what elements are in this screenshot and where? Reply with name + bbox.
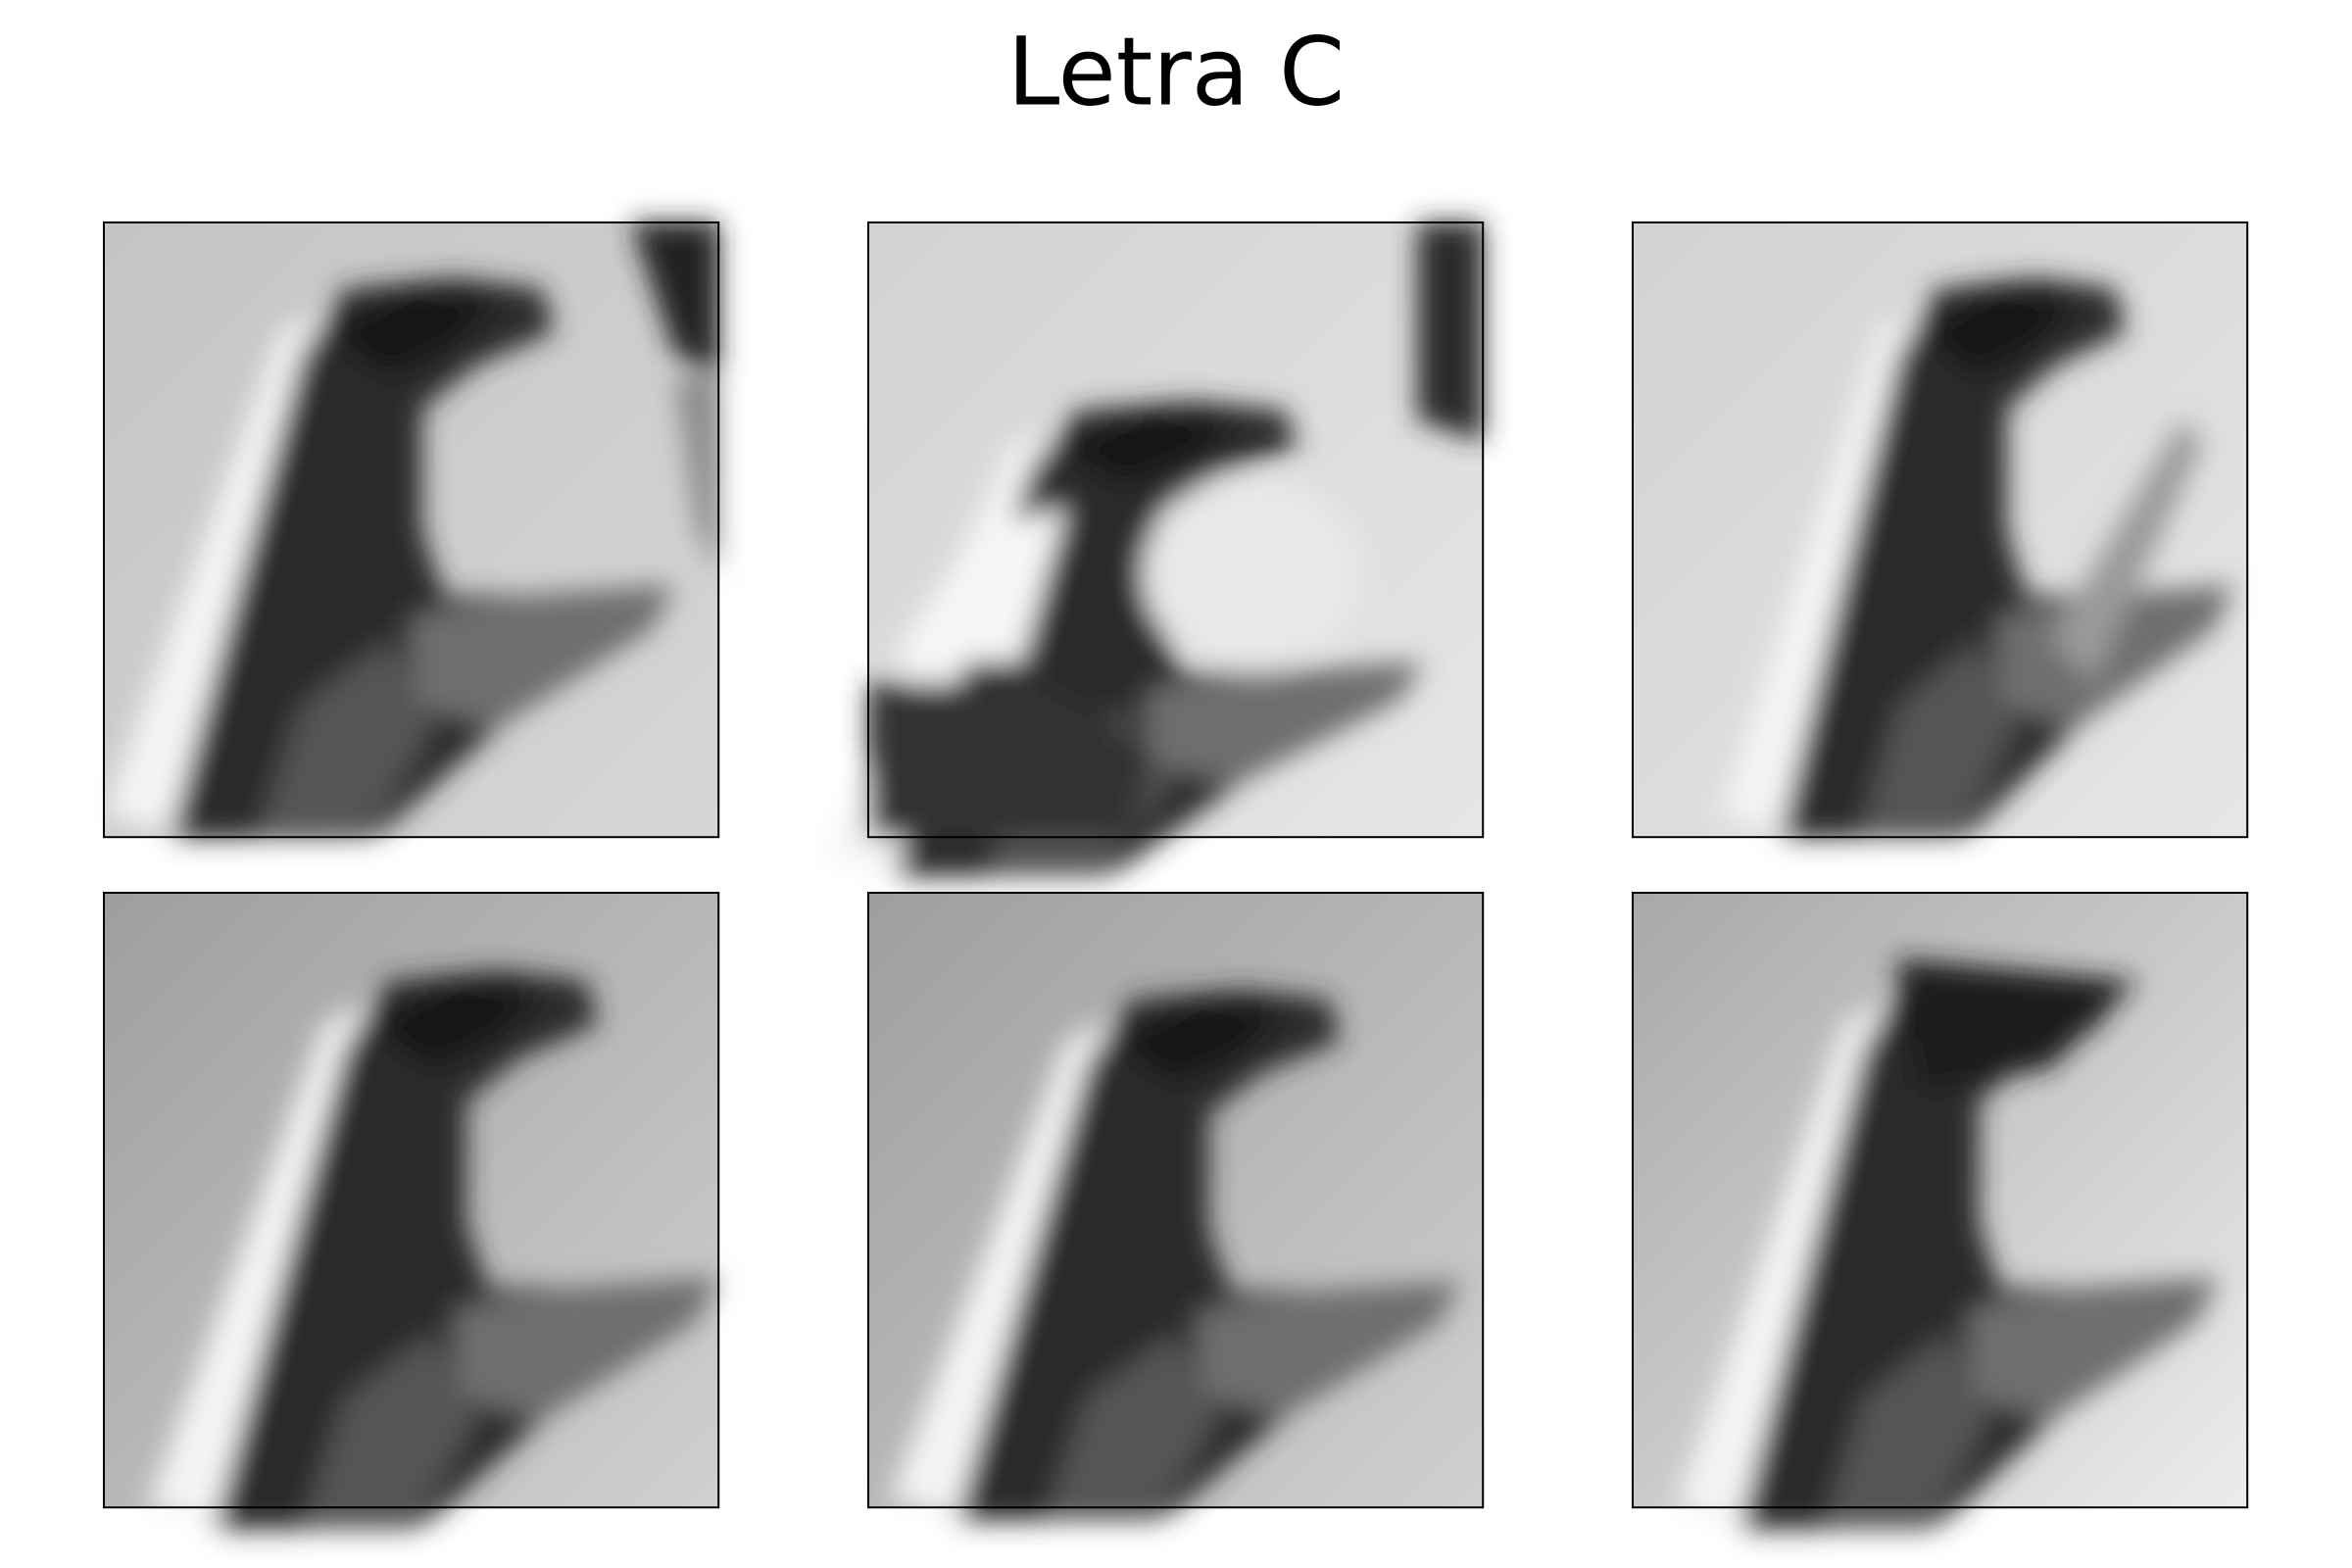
image-panel: [1631, 891, 2249, 1530]
image-panel: [102, 891, 720, 1530]
image-panel: [102, 220, 720, 839]
wrist: [868, 683, 1154, 838]
panel-frame: [102, 220, 720, 839]
highlight: [890, 508, 1066, 662]
panel-frame: [102, 891, 720, 1509]
image-panel: [824, 220, 1485, 877]
panel-frame: [866, 220, 1485, 839]
fingers: [1895, 958, 2138, 1091]
background-object: [1417, 222, 1484, 442]
image-panel: [1631, 220, 2249, 839]
panel-frame: [866, 891, 1485, 1509]
finger: [2049, 419, 2204, 684]
panel-frame: [1631, 891, 2249, 1509]
panel-frame: [1631, 220, 2249, 839]
background-object: [674, 375, 719, 574]
hand-gap: [1143, 474, 1362, 673]
background-object: [630, 222, 719, 376]
figure-title: Letra C: [1007, 17, 1345, 126]
image-panel: [866, 891, 1485, 1521]
